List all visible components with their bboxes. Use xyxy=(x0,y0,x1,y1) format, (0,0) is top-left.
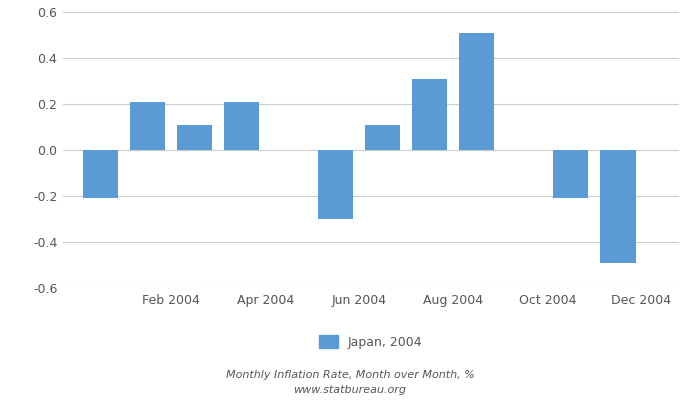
Text: Monthly Inflation Rate, Month over Month, %: Monthly Inflation Rate, Month over Month… xyxy=(225,370,475,380)
Bar xyxy=(365,125,400,150)
Bar xyxy=(600,150,636,263)
Bar xyxy=(177,125,212,150)
Bar xyxy=(83,150,118,198)
Bar xyxy=(412,79,447,150)
Bar xyxy=(224,102,259,150)
Text: www.statbureau.org: www.statbureau.org xyxy=(293,385,407,395)
Legend: Japan, 2004: Japan, 2004 xyxy=(314,330,428,354)
Bar xyxy=(318,150,354,219)
Bar xyxy=(459,33,494,150)
Bar xyxy=(130,102,165,150)
Bar xyxy=(553,150,589,198)
